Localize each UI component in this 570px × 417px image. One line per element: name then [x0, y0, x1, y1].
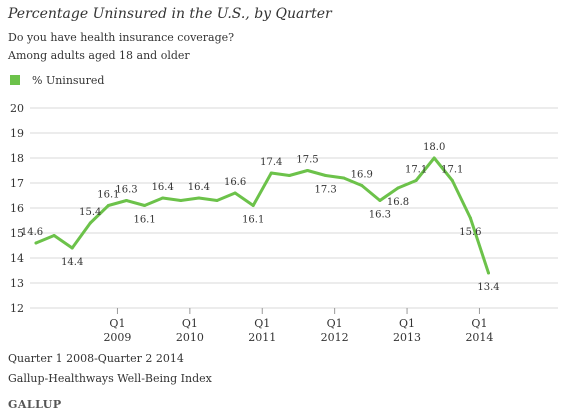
data-point: [287, 174, 291, 177]
x-tick-quarter: Q1: [254, 317, 270, 330]
data-label: 13.4: [477, 282, 499, 293]
chart-subtitle-question: Do you have health insurance coverage?: [8, 31, 235, 44]
data-label: 17.1: [405, 165, 427, 176]
data-point: [378, 199, 382, 202]
data-point: [70, 246, 74, 250]
data-label: 16.3: [369, 210, 391, 221]
data-point: [396, 186, 400, 190]
data-point: [306, 169, 309, 172]
data-label: 14.6: [21, 227, 43, 238]
footer-date-range: Quarter 1 2008-Quarter 2 2014: [8, 352, 184, 365]
data-point: [52, 234, 56, 237]
data-point: [468, 216, 472, 220]
y-tick-label: 16: [10, 202, 24, 215]
data-label: 16.4: [152, 182, 174, 193]
gallup-logo: GALLUP: [8, 398, 62, 411]
chart-subtitle-population: Among adults aged 18 and older: [8, 49, 190, 62]
data-point: [179, 199, 183, 202]
data-point: [161, 196, 165, 200]
y-tick-label: 13: [10, 277, 24, 290]
data-label: 17.5: [296, 155, 318, 166]
data-point: [324, 174, 328, 177]
data-label: 16.3: [115, 185, 137, 196]
chart-title: Percentage Uninsured in the U.S., by Qua…: [8, 6, 332, 22]
x-tick-quarter: Q1: [109, 317, 125, 330]
footer-source: Gallup-Healthways Well-Being Index: [8, 372, 212, 385]
data-label: 17.1: [441, 165, 463, 176]
data-label: 18.0: [423, 142, 445, 153]
x-tick-year: 2009: [103, 331, 131, 344]
data-label: 16.1: [242, 215, 264, 226]
data-point: [215, 199, 219, 202]
x-tick-year: 2013: [393, 331, 421, 344]
data-label: 15.6: [459, 227, 481, 238]
data-label: 16.9: [351, 170, 373, 181]
data-point: [88, 221, 92, 225]
y-tick-label: 15: [10, 227, 24, 240]
data-label: 16.4: [188, 182, 210, 193]
y-tick-label: 18: [10, 152, 24, 165]
data-point: [197, 196, 201, 200]
data-point: [143, 204, 147, 207]
y-tick-label: 12: [10, 302, 24, 315]
y-tick-label: 14: [10, 252, 24, 265]
data-point: [487, 271, 490, 275]
data-label: 16.6: [224, 177, 246, 188]
legend-label: % Uninsured: [32, 73, 105, 87]
data-point: [450, 179, 454, 182]
legend: % Uninsured: [10, 73, 104, 87]
data-point: [342, 176, 346, 180]
data-point: [269, 171, 273, 175]
data-label: 14.4: [61, 257, 83, 268]
data-point: [251, 204, 255, 207]
y-tick-label: 19: [10, 127, 24, 140]
data-label: 16.1: [97, 190, 119, 201]
data-point: [106, 204, 110, 207]
x-tick-year: 2011: [248, 331, 276, 344]
legend-swatch: [10, 75, 20, 85]
x-tick-year: 2014: [465, 331, 493, 344]
x-tick-quarter: Q1: [471, 317, 487, 330]
x-tick-year: 2012: [321, 331, 349, 344]
data-point: [360, 184, 364, 187]
y-tick-label: 20: [10, 102, 24, 115]
data-label: 16.1: [133, 215, 155, 226]
data-label: 16.8: [387, 197, 409, 208]
data-label: 15.4: [79, 207, 101, 218]
data-label: 17.4: [260, 157, 282, 168]
data-point: [414, 179, 418, 182]
data-point: [233, 191, 237, 195]
y-tick-label: 17: [10, 177, 24, 190]
x-tick-year: 2010: [176, 331, 204, 344]
series-line-uninsured: [34, 156, 490, 275]
data-point: [432, 156, 436, 160]
data-label: 17.3: [314, 185, 336, 196]
x-tick-quarter: Q1: [399, 317, 415, 330]
x-tick-quarter: Q1: [182, 317, 198, 330]
data-point: [34, 241, 38, 245]
data-point: [125, 199, 128, 202]
x-tick-quarter: Q1: [327, 317, 343, 330]
